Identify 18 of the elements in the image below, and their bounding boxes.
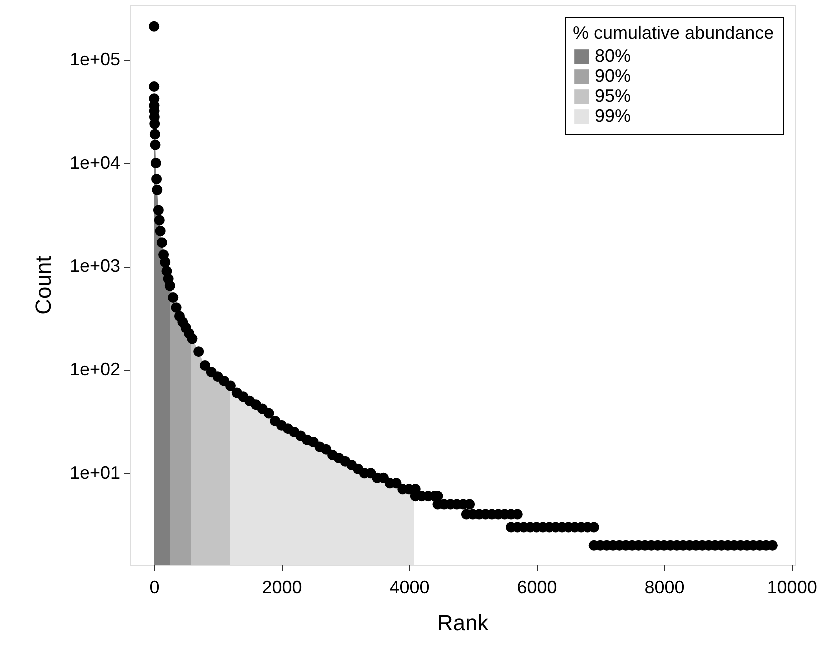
- y-tick-label: 1e+03: [70, 256, 120, 276]
- y-tick-label: 1e+05: [70, 49, 120, 70]
- x-tick-label: 4000: [390, 578, 430, 598]
- y-axis-title: Count: [30, 256, 56, 315]
- x-tick-label: 0: [150, 578, 160, 598]
- legend-label: 90%: [595, 66, 632, 86]
- x-axis-title: Rank: [437, 610, 490, 636]
- legend-title: % cumulative abundance: [573, 23, 774, 43]
- x-tick-label: 8000: [644, 578, 685, 598]
- legend-label: 99%: [595, 106, 632, 126]
- x-tick-label: 2000: [262, 578, 302, 598]
- x-tick-label: 10000: [767, 578, 818, 598]
- y-tick-label: 1e+01: [70, 462, 120, 483]
- legend-label: 80%: [595, 46, 632, 66]
- legend-label: 95%: [595, 86, 632, 106]
- y-tick-label: 1e+02: [70, 360, 120, 380]
- y-tick-label: 1e+04: [70, 152, 120, 173]
- x-tick-label: 6000: [517, 578, 558, 598]
